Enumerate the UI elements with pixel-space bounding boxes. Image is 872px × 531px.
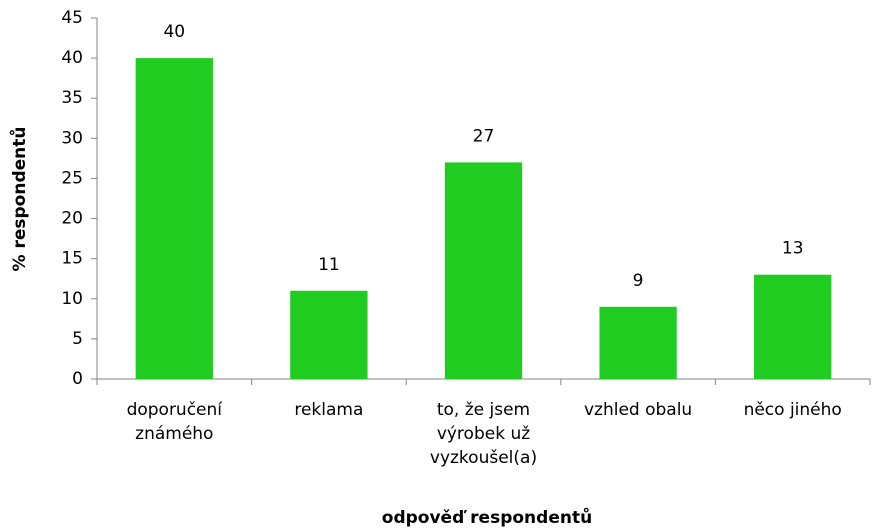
y-tick-label: 10 xyxy=(61,289,83,309)
y-tick-label: 30 xyxy=(61,128,83,148)
y-axis-label: % respondentů xyxy=(8,127,30,272)
value-label: 11 xyxy=(318,255,340,275)
y-tick-label: 20 xyxy=(61,209,83,229)
value-label: 9 xyxy=(633,271,644,291)
y-tick-label: 15 xyxy=(61,249,83,269)
bar xyxy=(599,306,677,379)
x-tick-label: reklama xyxy=(294,400,364,420)
bar xyxy=(290,290,368,379)
y-tick-label: 25 xyxy=(61,168,83,188)
bar xyxy=(444,162,523,379)
x-tick-label: doporučení známého xyxy=(126,400,223,444)
x-axis-label: odpověď respondentů xyxy=(382,506,592,528)
value-label: 40 xyxy=(163,22,185,42)
y-tick-label: 40 xyxy=(61,48,83,68)
x-tick-label: vzhled obalu xyxy=(583,400,693,420)
y-tick-label: 45 xyxy=(61,8,83,28)
bar xyxy=(135,58,213,379)
x-tick-label: to, že jsem výrobek už vyzkoušel(a) xyxy=(429,400,538,468)
x-tick-label: něco jiného xyxy=(743,400,842,420)
y-tick-label: 5 xyxy=(72,329,83,349)
y-tick-label: 35 xyxy=(61,88,83,108)
bar xyxy=(754,274,832,379)
value-label: 27 xyxy=(473,126,495,146)
value-label: 13 xyxy=(782,239,804,259)
y-tick-label: 0 xyxy=(72,369,83,389)
